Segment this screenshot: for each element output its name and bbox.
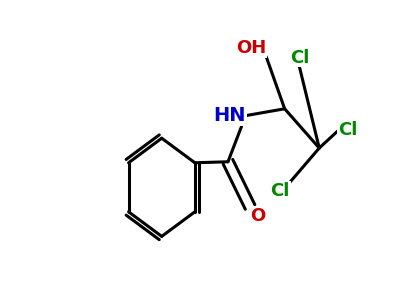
Text: HN: HN <box>213 106 246 125</box>
Text: Cl: Cl <box>338 122 358 140</box>
Text: Cl: Cl <box>290 49 309 67</box>
Text: Cl: Cl <box>270 182 290 200</box>
Text: O: O <box>250 207 265 225</box>
Text: OH: OH <box>236 39 266 57</box>
